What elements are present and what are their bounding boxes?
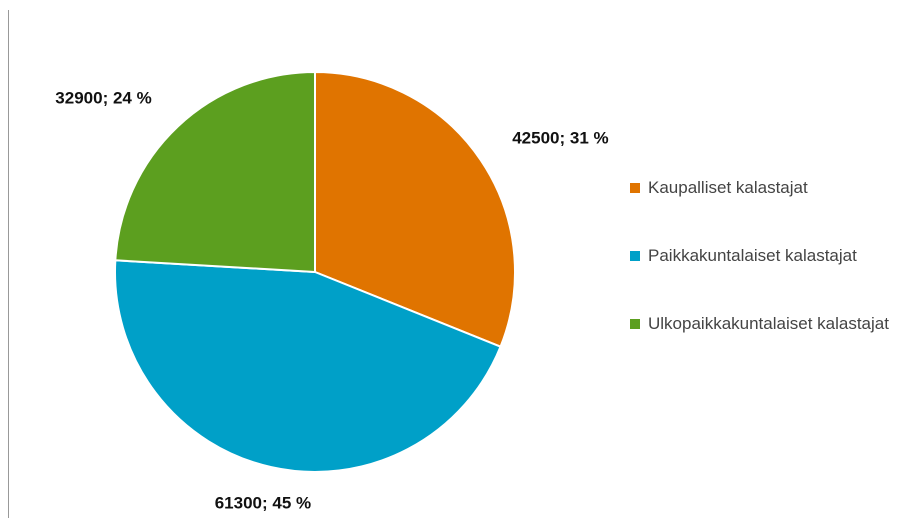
legend-swatch xyxy=(630,319,640,329)
data-label: 61300; 45 % xyxy=(215,494,311,513)
legend-item: Kaupalliset kalastajat xyxy=(630,176,892,200)
legend-item: Paikkakuntalaiset kalastajat xyxy=(630,244,892,268)
pie-slice xyxy=(114,259,502,473)
pie-slice xyxy=(314,70,516,348)
legend-label: Paikkakuntalaiset kalastajat xyxy=(648,246,857,265)
data-label: 42500; 31 % xyxy=(512,128,608,147)
legend-label: Kaupalliset kalastajat xyxy=(648,178,808,197)
legend-label: Ulkopaikkakuntalaiset kalastajat xyxy=(648,314,889,333)
legend-swatch xyxy=(630,183,640,193)
data-label: 32900; 24 % xyxy=(55,88,151,107)
legend-swatch xyxy=(630,251,640,261)
legend-item: Ulkopaikkakuntalaiset kalastajat xyxy=(630,312,892,336)
pie-slice xyxy=(114,70,316,274)
legend: Kaupalliset kalastajat Paikkakuntalaiset … xyxy=(630,176,892,380)
